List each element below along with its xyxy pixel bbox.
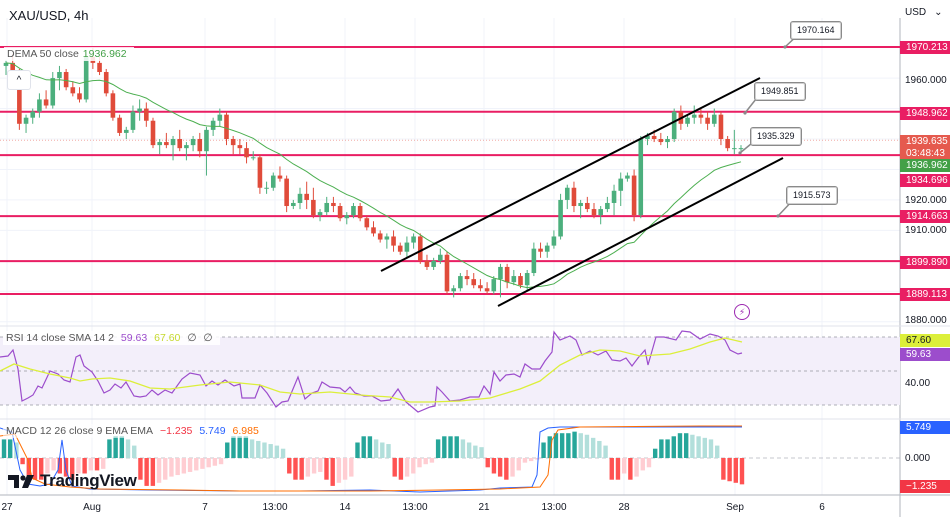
time-axis-label: 13:00: [262, 502, 288, 513]
rsi-value: 59.63: [120, 332, 148, 344]
time-axis-label: Aug: [83, 502, 101, 513]
price-axis-label: 40.00: [905, 378, 931, 389]
dema-label: DEMA 50 close: [7, 48, 79, 60]
dema-legend[interactable]: DEMA 50 close 1936.962: [4, 47, 134, 61]
price-axis-label: 1880.000: [905, 315, 947, 326]
time-axis-label: 13:00: [541, 502, 567, 513]
price-callout[interactable]: 1915.573: [786, 186, 838, 205]
tradingview-logo[interactable]: TradingView: [8, 471, 137, 491]
price-axis-tag: 03:48:43: [900, 147, 950, 160]
rsi-extra-1: ∅: [187, 332, 197, 344]
time-axis-label: 28: [618, 502, 630, 513]
price-axis-tag: −1.235: [900, 480, 950, 493]
time-axis-label: Sep: [726, 502, 744, 513]
candlestick-series: [3, 47, 744, 298]
price-axis-label: 1910.000: [905, 225, 947, 236]
currency-label: USD: [905, 6, 927, 18]
dema-value: 1936.962: [82, 48, 127, 60]
time-axis-label: 21: [478, 502, 490, 513]
price-callout[interactable]: 1970.164: [790, 21, 842, 40]
chevron-down-icon: ⌄: [934, 6, 943, 18]
time-axis-label: 6: [819, 502, 825, 513]
price-axis-tag: 1970.213: [900, 41, 950, 54]
price-axis-tag: 1939.635: [900, 135, 950, 148]
time-axis-label: 7: [202, 502, 208, 513]
currency-select[interactable]: USD ⌄: [905, 3, 950, 21]
rsi-legend[interactable]: RSI 14 close SMA 14 2 59.63 67.60 ∅ ∅: [3, 331, 220, 345]
channel-lower-line[interactable]: [497, 157, 784, 307]
macd-value: 5.749: [199, 425, 226, 437]
macd-hist-value: −1.235: [159, 425, 193, 437]
price-axis-tag: 59.63: [900, 348, 950, 361]
tradingview-logo-icon: [8, 475, 34, 488]
symbol-title[interactable]: XAU/USD, 4h: [9, 8, 89, 23]
time-axis-label: 27: [1, 502, 13, 513]
price-axis-tag: 1936.962: [900, 159, 950, 172]
rsi-sma-line: [0, 337, 743, 403]
channel-upper-line[interactable]: [380, 77, 761, 272]
dema-line: [5, 62, 742, 289]
price-axis-tag: 1889.113: [900, 288, 950, 301]
price-callout[interactable]: 1949.851: [754, 82, 806, 101]
time-axis-label: 14: [339, 502, 351, 513]
macd-histogram: [1, 431, 745, 486]
macd-legend[interactable]: MACD 12 26 close 9 EMA EMA −1.235 5.749 …: [3, 424, 266, 438]
callout-anchor[interactable]: [743, 111, 747, 115]
price-axis-tag: 5.749: [900, 421, 950, 434]
rsi-extra-2: ∅: [203, 332, 213, 344]
rsi-sma-value: 67.60: [154, 332, 181, 344]
price-axis-tag: 1914.663: [900, 210, 950, 223]
time-axis-label: 13:00: [402, 502, 428, 513]
callout-anchor[interactable]: [776, 214, 780, 218]
price-axis-label: 1960.000: [905, 75, 947, 86]
rsi-label: RSI 14 close SMA 14 2: [6, 332, 114, 344]
collapse-legend-button[interactable]: ^: [7, 70, 31, 90]
price-axis-tag: 67.60: [900, 334, 950, 347]
lightning-event-icon[interactable]: ⚡: [734, 304, 750, 320]
macd-signal-value: 6.985: [232, 425, 259, 437]
macd-label: MACD 12 26 close 9 EMA EMA: [6, 425, 154, 437]
callout-anchor[interactable]: [738, 151, 742, 155]
price-callout[interactable]: 1935.329: [750, 127, 802, 146]
price-axis-tag: 1948.962: [900, 107, 950, 120]
price-axis-label: 0.000: [905, 453, 931, 464]
price-axis-label: 1920.000: [905, 195, 947, 206]
macd-signal-line: [0, 425, 742, 492]
price-axis-tag: 1899.890: [900, 256, 950, 269]
chevron-up-icon: ^: [16, 74, 22, 86]
callout-anchor[interactable]: [783, 45, 787, 49]
rsi-line: [0, 330, 743, 413]
tradingview-logo-text: TradingView: [40, 471, 137, 490]
price-axis-tag: 1934.696: [900, 174, 950, 187]
